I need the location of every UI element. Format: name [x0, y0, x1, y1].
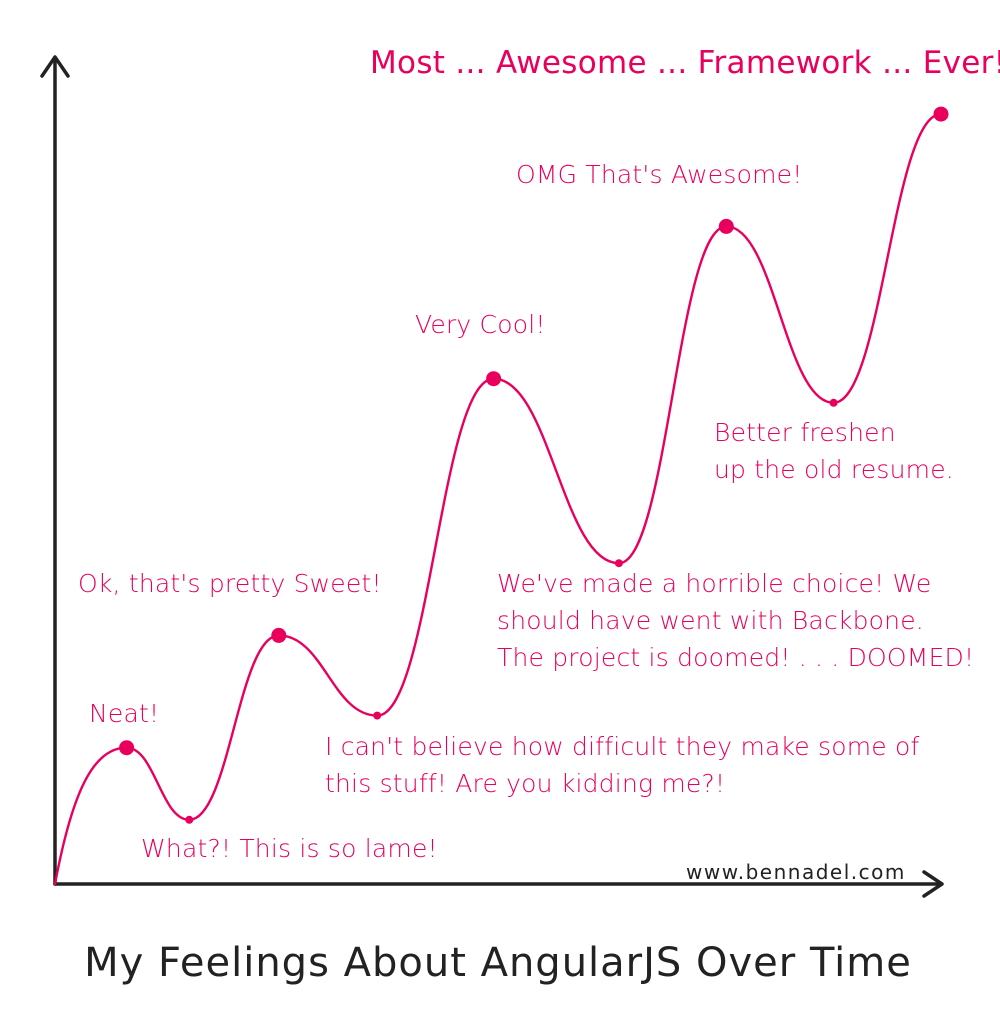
annotation-cool: Very Cool! — [415, 310, 546, 339]
peak-point-1 — [119, 740, 135, 756]
annotation-sweet: Ok, that's pretty Sweet! — [78, 569, 382, 598]
credit-url: www.bennadel.com — [686, 860, 906, 884]
y-axis-arrowhead — [40, 55, 70, 78]
annotation-ever: Most ... Awesome ... Framework ... Ever! — [370, 45, 1000, 81]
peak-point-7 — [718, 218, 734, 234]
valley-point-4 — [373, 711, 382, 720]
valley-point-2 — [185, 815, 194, 824]
x-axis-arrowhead — [922, 870, 944, 898]
annotation-difficult: I can't believe how difficult they make … — [325, 732, 928, 798]
chart-title: My Feelings About AngularJS Over Time — [84, 940, 912, 986]
annotation-lame: What?! This is so lame! — [141, 834, 438, 863]
axes — [40, 55, 944, 898]
peak-point-3 — [271, 627, 287, 643]
annotation-neat: Neat! — [89, 699, 159, 728]
data-points — [119, 106, 949, 824]
annotation-omg: OMG That's Awesome! — [516, 160, 802, 189]
annotation-resume: Better freshen up the old resume. — [714, 418, 954, 484]
peak-point-5 — [486, 371, 502, 387]
peak-point-9 — [933, 106, 949, 122]
valley-point-6 — [614, 559, 623, 568]
annotation-doomed: We've made a horrible choice! We should … — [497, 569, 974, 672]
valley-point-8 — [829, 398, 838, 407]
annotations: Neat! What?! This is so lame! Ok, that's… — [78, 45, 1000, 863]
